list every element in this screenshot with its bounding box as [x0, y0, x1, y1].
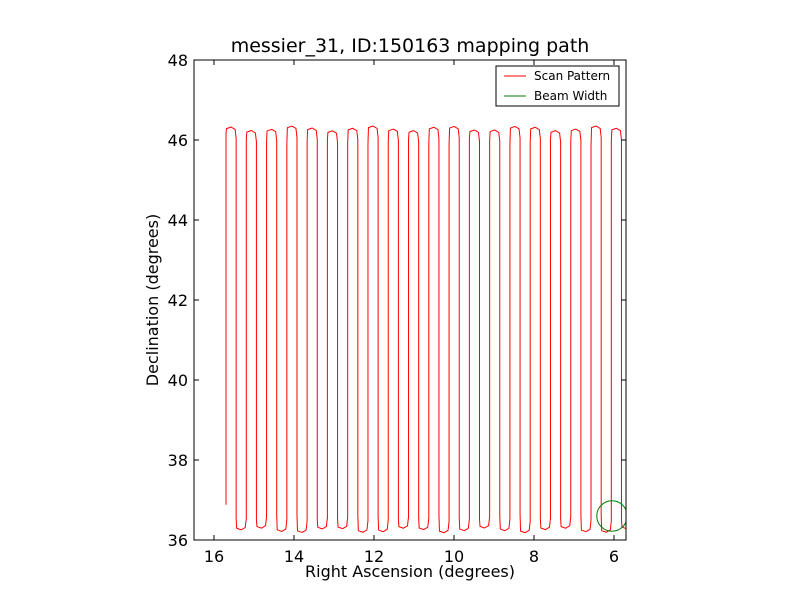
plot-area [194, 60, 626, 540]
legend-box [495, 65, 620, 107]
x-tick-label: 16 [204, 547, 224, 566]
y-tick-label: 42 [168, 291, 188, 310]
y-tick-label: 38 [168, 451, 188, 470]
scan-pattern-group [225, 125, 626, 534]
y-tick-label: 46 [168, 131, 188, 150]
legend-label-beam-width: Beam Width [534, 89, 607, 103]
y-tick-label: 40 [168, 371, 188, 390]
y-tick-label: 36 [168, 531, 188, 550]
beam-width-circle [596, 500, 626, 532]
x-axis-ticks: 16 14 12 10 8 6 [204, 60, 619, 566]
y-axis-ticks: 36 38 40 42 44 46 48 [168, 51, 626, 550]
y-tick-label: 44 [168, 211, 188, 230]
y-axis-label: Declination (degrees) [143, 214, 162, 386]
x-tick-label: 6 [609, 547, 619, 566]
y-tick-label: 48 [168, 51, 188, 70]
x-tick-label: 12 [364, 547, 384, 566]
legend: Scan Pattern Beam Width [495, 65, 620, 107]
legend-label-scan-pattern: Scan Pattern [534, 69, 610, 83]
beam-width-group [596, 500, 626, 532]
chart-title: messier_31, ID:150163 mapping path [231, 35, 590, 57]
scan-pattern-line [225, 125, 626, 534]
x-axis-label: Right Ascension (degrees) [305, 562, 515, 581]
x-tick-label: 8 [529, 547, 539, 566]
x-tick-label: 14 [284, 547, 304, 566]
x-tick-label: 10 [444, 547, 464, 566]
